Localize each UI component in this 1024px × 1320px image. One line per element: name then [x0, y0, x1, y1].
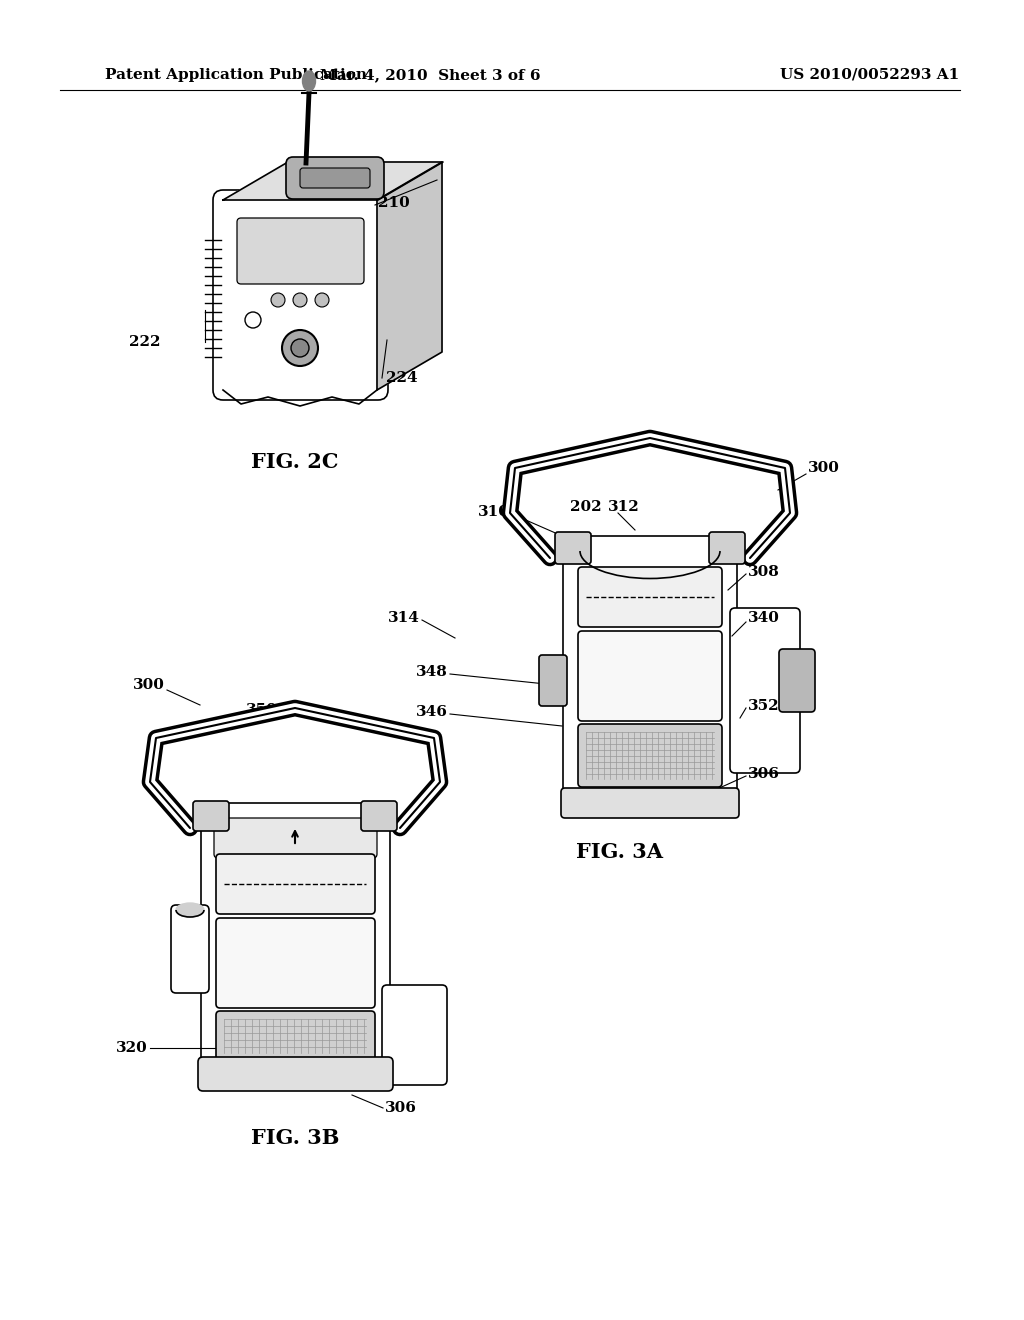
Circle shape — [293, 293, 307, 308]
Text: 352: 352 — [748, 700, 779, 713]
FancyBboxPatch shape — [555, 532, 591, 564]
Circle shape — [291, 339, 309, 356]
FancyBboxPatch shape — [171, 906, 209, 993]
Text: 300: 300 — [808, 461, 840, 475]
FancyBboxPatch shape — [730, 609, 800, 774]
FancyBboxPatch shape — [382, 985, 447, 1085]
FancyBboxPatch shape — [198, 1057, 393, 1092]
FancyBboxPatch shape — [213, 190, 388, 400]
Circle shape — [271, 293, 285, 308]
Text: 340: 340 — [748, 611, 780, 624]
Polygon shape — [223, 162, 443, 201]
FancyBboxPatch shape — [561, 788, 739, 818]
FancyBboxPatch shape — [578, 568, 722, 627]
FancyBboxPatch shape — [216, 1011, 375, 1061]
FancyBboxPatch shape — [214, 818, 377, 858]
Text: FIG. 3A: FIG. 3A — [577, 842, 664, 862]
Text: 310: 310 — [478, 506, 510, 519]
FancyBboxPatch shape — [216, 854, 375, 913]
FancyBboxPatch shape — [216, 917, 375, 1008]
Text: FIG. 3B: FIG. 3B — [251, 1129, 339, 1148]
Text: Mar. 4, 2010  Sheet 3 of 6: Mar. 4, 2010 Sheet 3 of 6 — [319, 69, 541, 82]
FancyBboxPatch shape — [361, 801, 397, 832]
Ellipse shape — [302, 71, 315, 91]
FancyBboxPatch shape — [193, 801, 229, 832]
Text: US 2010/0052293 A1: US 2010/0052293 A1 — [780, 69, 959, 82]
FancyBboxPatch shape — [709, 532, 745, 564]
FancyBboxPatch shape — [779, 649, 815, 711]
Ellipse shape — [176, 903, 204, 917]
FancyBboxPatch shape — [578, 723, 722, 787]
FancyBboxPatch shape — [563, 536, 737, 805]
Text: 320: 320 — [117, 1041, 148, 1055]
Text: 300: 300 — [133, 678, 165, 692]
Text: Patent Application Publication: Patent Application Publication — [105, 69, 367, 82]
Polygon shape — [377, 162, 442, 389]
FancyBboxPatch shape — [578, 631, 722, 721]
FancyBboxPatch shape — [286, 157, 384, 199]
Text: 346: 346 — [416, 705, 449, 719]
Text: 348: 348 — [416, 665, 449, 678]
FancyBboxPatch shape — [300, 168, 370, 187]
FancyBboxPatch shape — [201, 803, 390, 1077]
Text: 306: 306 — [748, 767, 780, 781]
Text: 222: 222 — [128, 335, 160, 348]
Circle shape — [245, 312, 261, 327]
Text: 350: 350 — [246, 704, 278, 717]
Text: 210: 210 — [378, 195, 410, 210]
Circle shape — [315, 293, 329, 308]
Text: 306: 306 — [385, 1101, 417, 1115]
Circle shape — [282, 330, 318, 366]
Text: 202: 202 — [570, 500, 602, 513]
FancyBboxPatch shape — [539, 655, 567, 706]
FancyBboxPatch shape — [237, 218, 364, 284]
Text: 314: 314 — [388, 611, 420, 624]
Text: FIG. 2C: FIG. 2C — [251, 451, 339, 473]
Text: 308: 308 — [748, 565, 780, 579]
Text: 224: 224 — [386, 371, 418, 385]
Text: 312: 312 — [608, 500, 640, 513]
